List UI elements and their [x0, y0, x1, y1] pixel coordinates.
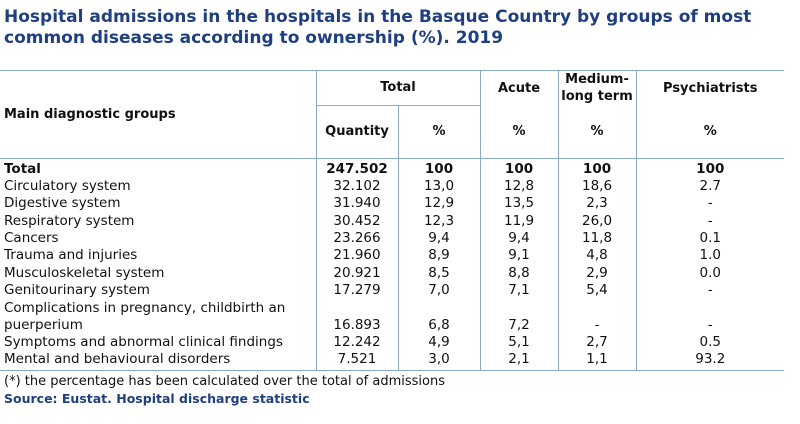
row-psych: -: [635, 212, 785, 231]
header-main-group: Main diagnostic groups: [0, 70, 316, 159]
row-quantity: 30.452: [315, 212, 398, 231]
row-name: Musculoskeletal system: [4, 264, 165, 281]
header-medium-long: Medium-long term: [557, 70, 637, 105]
source-note: Source: Eustat. Hospital discharge stati…: [4, 391, 310, 406]
row-name: Digestive system: [4, 195, 121, 212]
row-total-pct: 9,4: [397, 230, 481, 248]
row-acute: 2,1: [479, 351, 559, 372]
row-name: Cancers: [4, 230, 59, 247]
row-total-pct: 6,8: [397, 299, 481, 334]
row-total-pct: 3,0: [397, 351, 481, 372]
row-medium-long: 2,3: [557, 195, 637, 213]
row-medium-long: 26,0: [557, 212, 637, 231]
row-quantity: 17.279: [315, 282, 398, 300]
row-psych: 0.5: [635, 333, 785, 352]
row-acute: 5,1: [479, 333, 559, 352]
row-acute: 9,1: [479, 247, 559, 265]
row-name: Genitourinary system: [4, 282, 150, 299]
row-acute: 13,5: [479, 195, 559, 213]
table-row: Digestive system 31.940 12,9 13,5 2,3 -: [0, 195, 785, 213]
table-row: Circulatory system 32.102 13,0 12,8 18,6…: [0, 177, 785, 196]
row-medium-long: 5,4: [557, 282, 637, 300]
table-row: Genitourinary system 17.279 7,0 7,1 5,4 …: [0, 282, 785, 300]
row-psych: 1.0: [635, 247, 785, 265]
header-total-pct: %: [397, 105, 481, 159]
header-quantity: Quantity: [315, 105, 398, 159]
row-quantity: 32.102: [315, 177, 398, 196]
row-name: Mental and behavioural disorders: [0, 351, 316, 372]
header-medium-long-pct: %: [557, 105, 637, 159]
row-name: Symptoms and abnormal clinical findings: [4, 333, 283, 350]
row-quantity: 23.266: [315, 230, 398, 248]
header-psychiatrists: Psychiatrists: [635, 70, 785, 105]
table-title: Hospital admissions in the hospitals in …: [4, 7, 752, 48]
header-acute: Acute: [479, 70, 559, 105]
row-quantity: 7.521: [315, 351, 398, 372]
footnote: (*) the percentage has been calculated o…: [4, 374, 446, 389]
row-medium-long: 2,7: [557, 333, 637, 352]
header-acute-pct: %: [479, 105, 559, 159]
row-quantity: 247.502: [315, 158, 398, 178]
row-total-pct: 13,0: [397, 177, 481, 196]
table-row: Complications in pregnancy, childbirth a…: [0, 299, 785, 334]
row-acute: 11,9: [479, 212, 559, 231]
row-medium-long: 11,8: [557, 230, 637, 248]
row-total-pct: 4,9: [397, 333, 481, 352]
row-acute: 9,4: [479, 230, 559, 248]
row-psych: 2.7: [635, 177, 785, 196]
row-quantity: 21.960: [315, 247, 398, 265]
row-quantity: 12.242: [315, 333, 398, 352]
row-medium-long: 100: [557, 158, 637, 178]
row-acute: 12,8: [479, 177, 559, 196]
table-row: Musculoskeletal system 20.921 8,5 8,8 2,…: [0, 264, 785, 283]
row-quantity: 31.940: [315, 195, 398, 213]
row-medium-long: 18,6: [557, 177, 637, 196]
header-psychiatrists-pct: %: [635, 105, 785, 159]
row-acute: 7,2: [479, 299, 559, 334]
row-total-pct: 12,9: [397, 195, 481, 213]
table-row: Symptoms and abnormal clinical findings …: [0, 333, 785, 352]
row-psych: -: [635, 299, 785, 334]
table-row: Mental and behavioural disorders 7.521 3…: [0, 351, 785, 372]
row-medium-long: -: [557, 299, 637, 334]
admissions-table: Main diagnostic groups Total Acute Mediu…: [0, 70, 785, 372]
row-psych: 93.2: [635, 351, 785, 372]
row-total-pct: 100: [397, 158, 481, 178]
row-total-pct: 8,9: [397, 247, 481, 265]
row-name: Circulatory system: [4, 177, 131, 194]
row-medium-long: 4,8: [557, 247, 637, 265]
row-acute: 7,1: [479, 282, 559, 300]
row-psych: -: [635, 282, 785, 300]
row-psych: 100: [635, 158, 785, 178]
table-row: Cancers 23.266 9,4 9,4 11,8 0.1: [0, 230, 785, 248]
row-total-pct: 8,5: [397, 264, 481, 283]
table-row: Trauma and injuries 21.960 8,9 9,1 4,8 1…: [0, 247, 785, 265]
row-acute: 100: [479, 158, 559, 178]
row-name: Complications in pregnancy, childbirth a…: [4, 299, 286, 333]
row-total-pct: 12,3: [397, 212, 481, 231]
row-medium-long: 1,1: [557, 351, 637, 372]
row-quantity: 20.921: [315, 264, 398, 283]
table-row: Total 247.502 100 100 100 100: [0, 158, 785, 178]
table-row: Respiratory system 30.452 12,3 11,9 26,0…: [0, 212, 785, 231]
row-medium-long: 2,9: [557, 264, 637, 283]
header-total: Total: [315, 70, 481, 106]
row-name: Trauma and injuries: [4, 247, 138, 264]
row-psych: 0.1: [635, 230, 785, 248]
row-total-pct: 7,0: [397, 282, 481, 300]
row-quantity: 16.893: [315, 299, 398, 334]
row-acute: 8,8: [479, 264, 559, 283]
row-psych: 0.0: [635, 264, 785, 283]
row-name: Respiratory system: [4, 212, 135, 229]
row-name: Total: [4, 160, 41, 177]
row-psych: -: [635, 195, 785, 213]
